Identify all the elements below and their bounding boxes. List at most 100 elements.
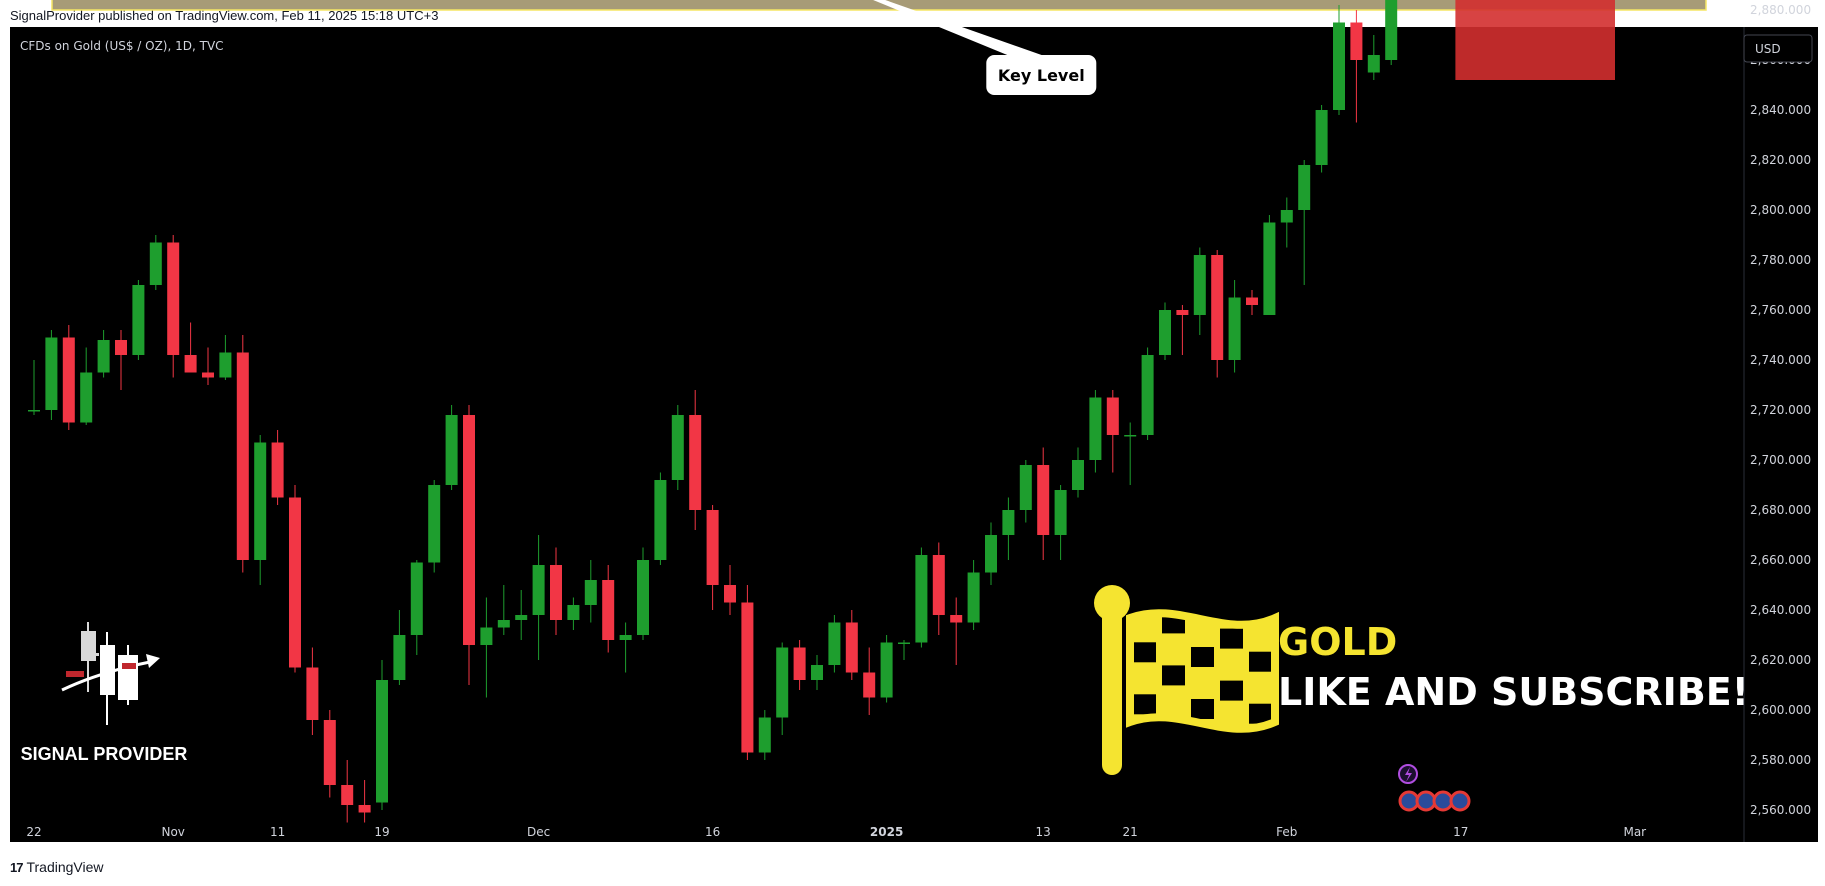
candle-body[interactable] [724,585,736,603]
candle-body[interactable] [428,485,441,563]
candle-body[interactable] [1246,297,1258,306]
time-tick-label: Dec [527,825,550,839]
time-tick-label: 22 [26,825,41,839]
candle-body[interactable] [845,622,858,673]
candle-body[interactable] [654,480,667,560]
published-header: SignalProvider published on TradingView.… [10,8,439,23]
candle-body[interactable] [480,627,493,646]
currency-button-label: USD [1755,42,1781,56]
candle-body[interactable] [1211,255,1224,360]
tradingview-footer[interactable]: 17 TradingView [10,857,104,877]
candle-body[interactable] [1054,490,1067,535]
candle-body[interactable] [602,580,615,640]
candle-body[interactable] [1315,110,1328,165]
time-tick-label: 13 [1036,825,1051,839]
candle-body[interactable] [219,352,232,378]
annotation-callout[interactable]: Key Level [800,0,1097,95]
candle-body[interactable] [306,667,319,721]
candle-body[interactable] [1263,222,1276,316]
candle-body[interactable] [184,355,197,373]
candle-body[interactable] [880,642,893,698]
candle-body[interactable] [1367,55,1380,73]
candle-body[interactable] [149,242,162,286]
candle-body[interactable] [410,562,423,636]
candle-body[interactable] [811,665,823,680]
us-flag-icon [1415,790,1437,812]
candle-body[interactable] [915,555,928,643]
candle-body[interactable] [758,717,771,753]
candle-body[interactable] [62,337,75,423]
price-tick-label: 2,600.000 [1750,703,1811,717]
candle-body[interactable] [1019,465,1032,510]
candle-body[interactable] [619,635,632,640]
candle-body[interactable] [271,442,284,498]
candle-body[interactable] [515,615,528,620]
candle-body[interactable] [45,337,58,411]
candle-body[interactable] [898,642,910,645]
candle-body[interactable] [1333,22,1345,111]
price-tick-label: 2,800.000 [1750,203,1811,217]
candle-body[interactable] [323,720,336,785]
candle-body[interactable] [202,372,214,378]
candle-body[interactable] [1385,0,1398,60]
candle-body[interactable] [115,340,127,355]
candle-body[interactable] [1350,22,1363,61]
time-tick-label: Mar [1623,825,1646,839]
event-icons[interactable] [1398,764,1471,812]
time-tick-label: 21 [1123,825,1138,839]
candle-body[interactable] [567,605,580,620]
price-tick-label: 2,620.000 [1750,653,1811,667]
candle-body[interactable] [445,415,458,485]
candle-body[interactable] [1228,297,1241,361]
candle-body[interactable] [80,372,93,423]
candle-body[interactable] [741,602,754,753]
candle-body[interactable] [497,620,510,628]
candle-body[interactable] [1037,465,1050,535]
candle-body[interactable] [1280,210,1293,223]
candle-body[interactable] [793,647,806,681]
key-level-zone[interactable] [51,0,1707,11]
candle-body[interactable] [1124,435,1137,437]
candle-body[interactable] [776,647,789,718]
candle-body[interactable] [167,242,180,356]
candle-body[interactable] [132,285,145,355]
candle-body[interactable] [28,410,40,412]
currency-button[interactable]: USD [1743,34,1813,63]
candle-body[interactable] [950,615,963,623]
candle-body[interactable] [1072,460,1084,490]
candle-body[interactable] [1106,397,1119,436]
candle-body[interactable] [254,442,267,561]
candle-body[interactable] [376,680,388,803]
candle-body[interactable] [828,622,841,666]
candle-body[interactable] [1193,255,1206,315]
candle-body[interactable] [863,672,876,698]
annotations-layer: ResistanceKey Level [800,0,1097,95]
candle-body[interactable] [967,572,980,623]
symbol-label: CFDs on Gold (US$ / OZ), 1D, TVC [20,39,224,53]
candle-body[interactable] [1159,310,1171,355]
candle-body[interactable] [97,340,110,373]
candle-body[interactable] [932,555,945,615]
candle-body[interactable] [463,415,475,645]
candle-body[interactable] [358,805,371,813]
candle-body[interactable] [236,352,249,561]
candle-body[interactable] [671,415,684,480]
candle-body[interactable] [532,565,545,615]
candle-body[interactable] [1141,355,1154,435]
candle-body[interactable] [706,510,719,585]
candle-body[interactable] [637,560,649,635]
candle-body[interactable] [985,535,997,573]
candle-body[interactable] [689,415,702,510]
price-tick-label: 2,660.000 [1750,553,1811,567]
candle-body[interactable] [393,635,406,680]
candle-body[interactable] [1089,397,1102,461]
candle-body[interactable] [1002,510,1015,535]
candle-body[interactable] [341,785,354,805]
candle-body[interactable] [289,497,301,668]
candle-body[interactable] [1176,310,1189,315]
stop-area[interactable] [1455,0,1615,80]
candle-body[interactable] [584,580,597,605]
candle-body[interactable] [1298,165,1311,210]
candle-body[interactable] [550,565,562,620]
